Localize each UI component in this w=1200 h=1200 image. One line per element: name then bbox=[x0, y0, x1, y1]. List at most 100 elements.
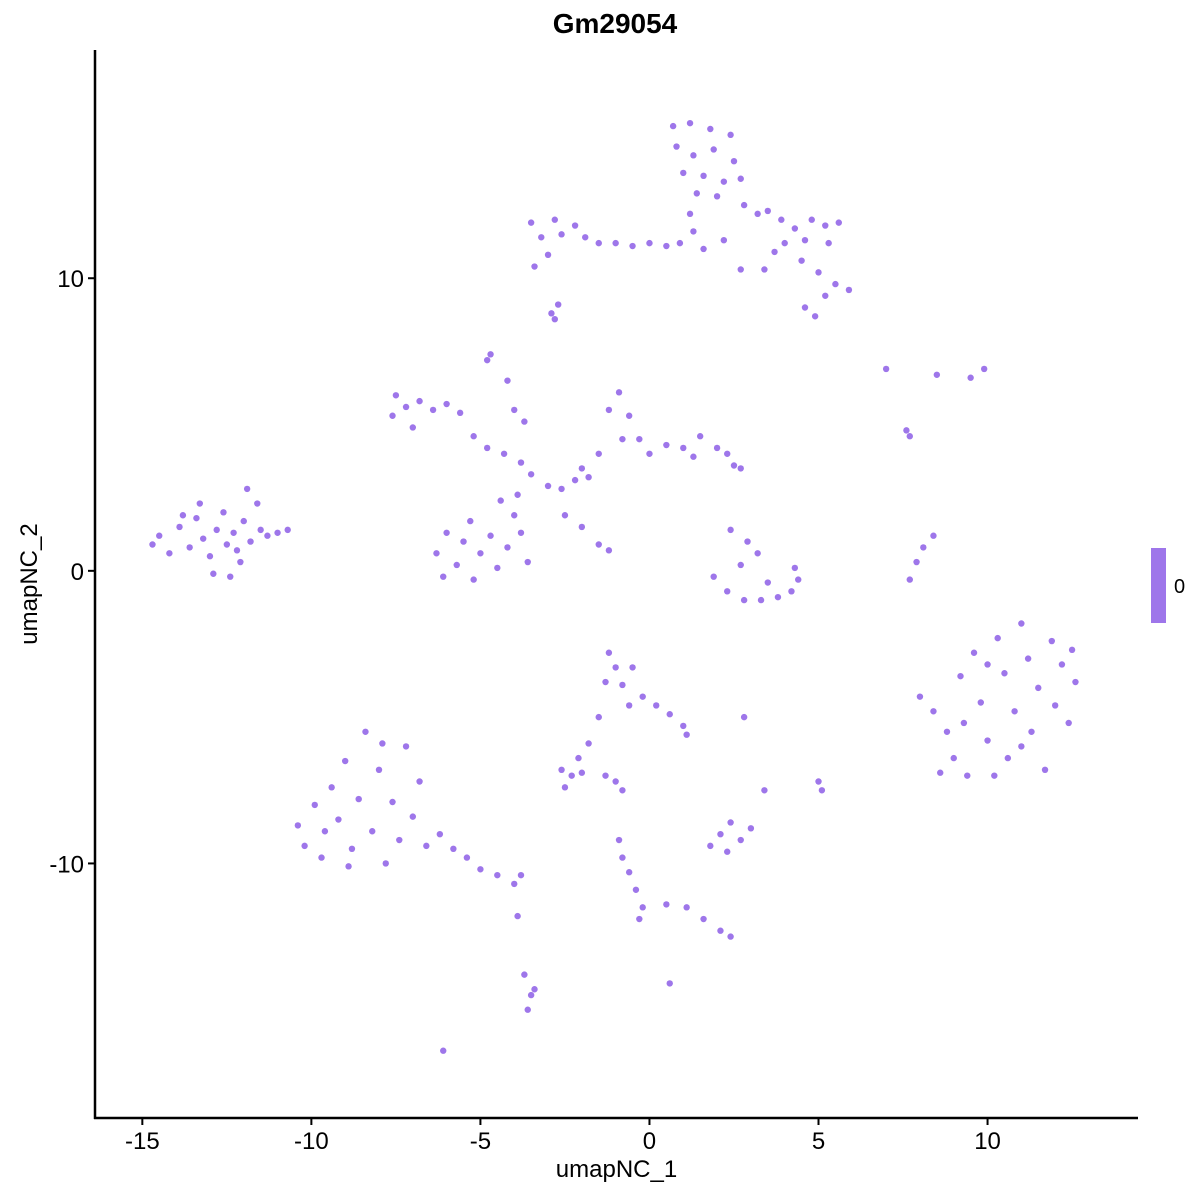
data-point bbox=[561, 784, 569, 791]
data-point bbox=[301, 842, 308, 850]
data-point bbox=[690, 228, 697, 235]
data-point bbox=[615, 389, 623, 396]
data-point bbox=[196, 500, 204, 507]
data-point bbox=[727, 933, 734, 940]
data-point bbox=[619, 681, 626, 689]
data-point bbox=[511, 880, 518, 888]
data-point bbox=[612, 778, 619, 785]
data-point bbox=[1018, 620, 1025, 627]
data-point bbox=[666, 711, 673, 718]
data-point bbox=[737, 465, 744, 472]
data-point bbox=[1065, 719, 1072, 727]
data-point bbox=[744, 538, 751, 545]
data-point bbox=[578, 465, 586, 472]
data-point bbox=[727, 526, 734, 534]
data-point bbox=[527, 471, 535, 478]
data-point bbox=[335, 816, 342, 823]
data-point bbox=[595, 450, 602, 457]
data-point bbox=[882, 365, 890, 373]
data-point bbox=[511, 406, 518, 414]
data-point bbox=[676, 239, 684, 247]
data-point bbox=[186, 544, 193, 551]
data-point bbox=[811, 313, 819, 320]
data-point bbox=[619, 854, 626, 861]
data-point bbox=[544, 251, 552, 259]
data-point bbox=[517, 871, 525, 879]
data-point bbox=[362, 728, 369, 735]
data-point bbox=[727, 131, 734, 139]
data-point bbox=[690, 453, 697, 460]
data-point bbox=[636, 435, 643, 443]
data-point bbox=[274, 529, 281, 536]
data-point bbox=[680, 722, 687, 730]
data-point bbox=[1051, 702, 1059, 709]
data-point bbox=[396, 836, 403, 844]
data-point bbox=[571, 476, 579, 484]
data-point bbox=[764, 579, 771, 586]
data-point bbox=[504, 377, 511, 384]
x-tick-label: 5 bbox=[812, 1128, 825, 1155]
data-point bbox=[724, 450, 731, 457]
data-point bbox=[663, 901, 670, 908]
data-point bbox=[375, 766, 383, 774]
data-point bbox=[156, 532, 163, 539]
data-point bbox=[240, 517, 247, 525]
data-point bbox=[625, 869, 633, 876]
data-point bbox=[720, 236, 728, 244]
data-point bbox=[571, 222, 579, 229]
data-point bbox=[903, 427, 910, 434]
x-tick-label: 10 bbox=[974, 1128, 1001, 1155]
data-point bbox=[737, 266, 744, 273]
data-point bbox=[690, 152, 697, 159]
data-point bbox=[237, 558, 244, 566]
data-point bbox=[761, 266, 768, 273]
data-point bbox=[967, 374, 974, 381]
data-point bbox=[791, 564, 799, 572]
data-point bbox=[680, 444, 687, 452]
data-point bbox=[453, 561, 460, 569]
data-point bbox=[463, 854, 471, 861]
data-point bbox=[230, 529, 237, 536]
data-point bbox=[683, 904, 690, 911]
data-point bbox=[663, 441, 670, 449]
data-point bbox=[284, 526, 291, 534]
data-point bbox=[382, 860, 389, 867]
data-point bbox=[730, 462, 738, 469]
data-point bbox=[710, 573, 717, 580]
data-point bbox=[149, 541, 156, 548]
data-point bbox=[980, 365, 988, 373]
data-point bbox=[341, 757, 349, 765]
x-tick-label: -15 bbox=[125, 1128, 160, 1155]
data-point bbox=[727, 819, 734, 826]
x-axis-label: umapNC_1 bbox=[555, 1156, 678, 1183]
data-point bbox=[612, 664, 619, 671]
data-point bbox=[551, 216, 558, 223]
data-point bbox=[994, 634, 1001, 642]
data-point bbox=[615, 836, 623, 844]
data-point bbox=[653, 702, 660, 709]
data-point bbox=[1041, 766, 1049, 774]
data-point bbox=[1018, 743, 1025, 750]
data-point bbox=[179, 512, 187, 519]
data-point bbox=[1024, 655, 1032, 662]
data-point bbox=[605, 547, 613, 554]
data-point bbox=[223, 541, 231, 548]
data-point bbox=[233, 547, 241, 554]
data-point bbox=[558, 485, 565, 493]
data-point bbox=[686, 119, 694, 127]
data-point bbox=[409, 813, 417, 820]
data-point bbox=[605, 406, 613, 414]
data-point bbox=[443, 400, 450, 408]
data-point bbox=[740, 713, 748, 721]
data-point bbox=[467, 517, 474, 525]
data-point bbox=[693, 190, 700, 197]
data-point bbox=[527, 991, 535, 999]
data-point bbox=[774, 593, 782, 601]
data-point bbox=[548, 310, 555, 317]
data-point bbox=[815, 269, 822, 276]
data-point bbox=[423, 842, 430, 850]
data-point bbox=[568, 772, 575, 779]
data-point bbox=[950, 754, 957, 762]
data-point bbox=[1048, 637, 1055, 645]
data-point bbox=[494, 564, 501, 572]
